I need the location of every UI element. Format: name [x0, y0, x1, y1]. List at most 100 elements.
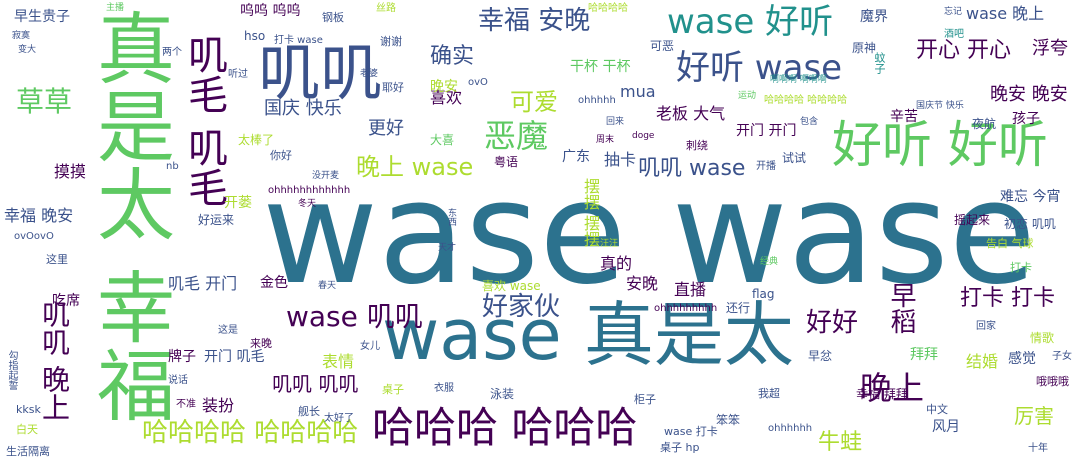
- word-tingguo: 听过: [228, 69, 248, 80]
- word-yundong: 运动: [738, 91, 757, 101]
- word-qingsou: 情歌: [1030, 331, 1055, 345]
- word-dongtian: 冬天: [298, 199, 317, 209]
- word-wase-zhenshitai: wase 真是太: [382, 294, 794, 376]
- word-hahahaha-hahahaha: 哈哈哈哈 哈哈哈哈: [142, 418, 359, 448]
- word-xingfu-anwan: 幸福 安晚: [478, 6, 591, 36]
- word-bengben: 笨笨: [716, 413, 741, 427]
- word-zheshi: 这是: [218, 325, 238, 336]
- word-shishi: 试试: [782, 151, 807, 165]
- word-zhende: 真的: [600, 254, 633, 273]
- word-kaimen-kaimen: 开门 开门: [736, 123, 797, 139]
- word-huijia: 回家: [976, 321, 996, 332]
- word-wase-wase: wase wase: [262, 151, 1037, 316]
- word-kaibo: 开播: [756, 161, 776, 172]
- word-caocao: 草草: [16, 85, 73, 118]
- word-daka: 打卡: [1010, 261, 1032, 274]
- word-kejian: 可恶: [650, 39, 675, 53]
- word-wang: 忘记: [944, 7, 963, 17]
- word-moshi: 魔界: [860, 9, 888, 25]
- word-chuntian: 春天: [318, 281, 337, 291]
- word-qizi: 蚊子: [873, 52, 886, 74]
- word-xihuan: 喜欢: [430, 88, 463, 107]
- word-jiuya: 酒吧: [944, 29, 964, 40]
- word-ohhhhhhhhh: ohhhhhhhhh: [654, 303, 718, 314]
- word-hahaha-hahaha: 哈哈哈 哈哈哈: [372, 403, 638, 452]
- word-jiji-wase: 叽叽 wase: [638, 156, 746, 181]
- word-jiji-wanshang: 叽叽 晚上: [38, 300, 71, 421]
- word-hahahaha-line: 哈哈哈哈 哈哈哈哈: [764, 95, 848, 106]
- word-daka-daka: 打卡 打卡: [960, 286, 1055, 311]
- word-taibangle: 太棒了: [238, 133, 275, 147]
- word-nb: nb: [166, 161, 179, 172]
- word-doge: doge: [632, 131, 655, 141]
- word-yiyi: 衣服: [434, 383, 454, 394]
- word-gouyou: 勾指起誓: [6, 350, 17, 390]
- word-gangban: 钢板: [322, 11, 344, 24]
- word-haojiahuo: 好家伙: [482, 292, 561, 322]
- word-emo: 恶魔: [484, 117, 549, 155]
- word-ganjue: 感觉: [1008, 351, 1036, 367]
- word-laoban-daqi: 老板 大气: [656, 104, 726, 123]
- word-guozi: 柜子: [634, 393, 656, 406]
- word-momo: 摸摸: [54, 162, 87, 181]
- word-nihao: 你好: [270, 149, 292, 162]
- word-haizi: 孩子: [1012, 111, 1040, 127]
- word-gaogao: 啊啊啊 啊啊啊: [770, 75, 827, 85]
- word-zhenshitai-xingfu: 真是太 幸福: [84, 8, 174, 423]
- word-cuoguo: 刺绕: [686, 139, 708, 152]
- word-yaoqilai: 摇起来: [954, 213, 991, 227]
- word-hso: hso: [244, 29, 266, 43]
- word-kaixin-kaixin: 开心 开心: [916, 38, 1011, 63]
- word-guangdong: 广东: [562, 149, 590, 165]
- word-yongzhuang: 泳装: [490, 387, 515, 401]
- word-mei-shoudao: 没开麦: [312, 171, 340, 181]
- word-chulian-jiji: 初恋 叽叽: [1004, 217, 1056, 231]
- word-zhoumi: 周末: [596, 135, 615, 145]
- word-chouka: 抽卡: [604, 150, 637, 169]
- word-flag: flag: [752, 287, 775, 301]
- word-haiwa: 还行: [726, 301, 751, 315]
- word-jiji: 叽叽: [258, 36, 383, 109]
- word-kaihuan: 开蒌: [224, 195, 252, 211]
- word-xinku: 辛苦: [890, 109, 918, 125]
- word-huilai: 回来: [606, 117, 625, 127]
- word-daka-wase: 打卡 wase: [274, 35, 323, 46]
- word-zhongwen: 中文: [926, 403, 948, 416]
- word-ovo: ovO: [468, 77, 488, 88]
- word-bianda: 变大: [18, 45, 37, 55]
- word-xingfu-wanan: 幸福 晚安: [4, 206, 74, 225]
- word-jiji-jiji: 叽叽 叽叽: [272, 372, 359, 396]
- word-zheli: 这里: [46, 253, 68, 266]
- word-nvren: 女儿: [360, 341, 380, 352]
- word-jinse: 金色: [260, 275, 288, 291]
- word-ovOovO: ovOovO: [14, 231, 54, 242]
- word-hp-zhuozi: 桌子 hp: [660, 441, 700, 454]
- word-dagi: 大喜: [430, 133, 455, 147]
- word-xingfu-baibai: 幸福 拜拜: [856, 387, 908, 401]
- word-xihuan-wase: 喜欢 wase: [482, 279, 541, 293]
- word-sishi: 丝路: [376, 3, 396, 14]
- word-chixi: 吃席: [52, 293, 80, 309]
- word-yueyu: 粤语: [494, 155, 519, 169]
- word-haoting-wase: 好听 wase: [676, 48, 843, 88]
- word-wase-haoting: wase 好听: [667, 2, 834, 42]
- word-haoyunlai: 好运来: [198, 213, 235, 227]
- word-kaimen-jimao: 开门 叽毛: [204, 349, 265, 365]
- word-shenghuo: 生活隔离: [6, 445, 50, 458]
- word-yehao: 耶好: [382, 81, 404, 94]
- word-zaodao: 早稻: [886, 282, 916, 334]
- word-wase-wanshang: wase 晚上: [966, 4, 1045, 23]
- word-jiejie: 谢谢: [380, 35, 402, 48]
- word-biaoqing: 表情: [322, 352, 355, 371]
- word-guoqingle: 国庆节 快乐: [916, 101, 964, 111]
- word-zhuozi: 桌子: [382, 383, 404, 396]
- word-queshi: 确实: [430, 44, 475, 69]
- word-zhibo: 直播: [674, 280, 707, 299]
- word-zinv: 子女: [1052, 351, 1072, 362]
- word-wanshang: 晚上: [860, 369, 925, 407]
- word-buzhun: 不准: [176, 399, 196, 410]
- word-wangwang: 汪汪: [600, 239, 619, 249]
- word-lehua: 哦哦哦: [1036, 375, 1069, 388]
- word-shijian: 十年: [1028, 443, 1048, 454]
